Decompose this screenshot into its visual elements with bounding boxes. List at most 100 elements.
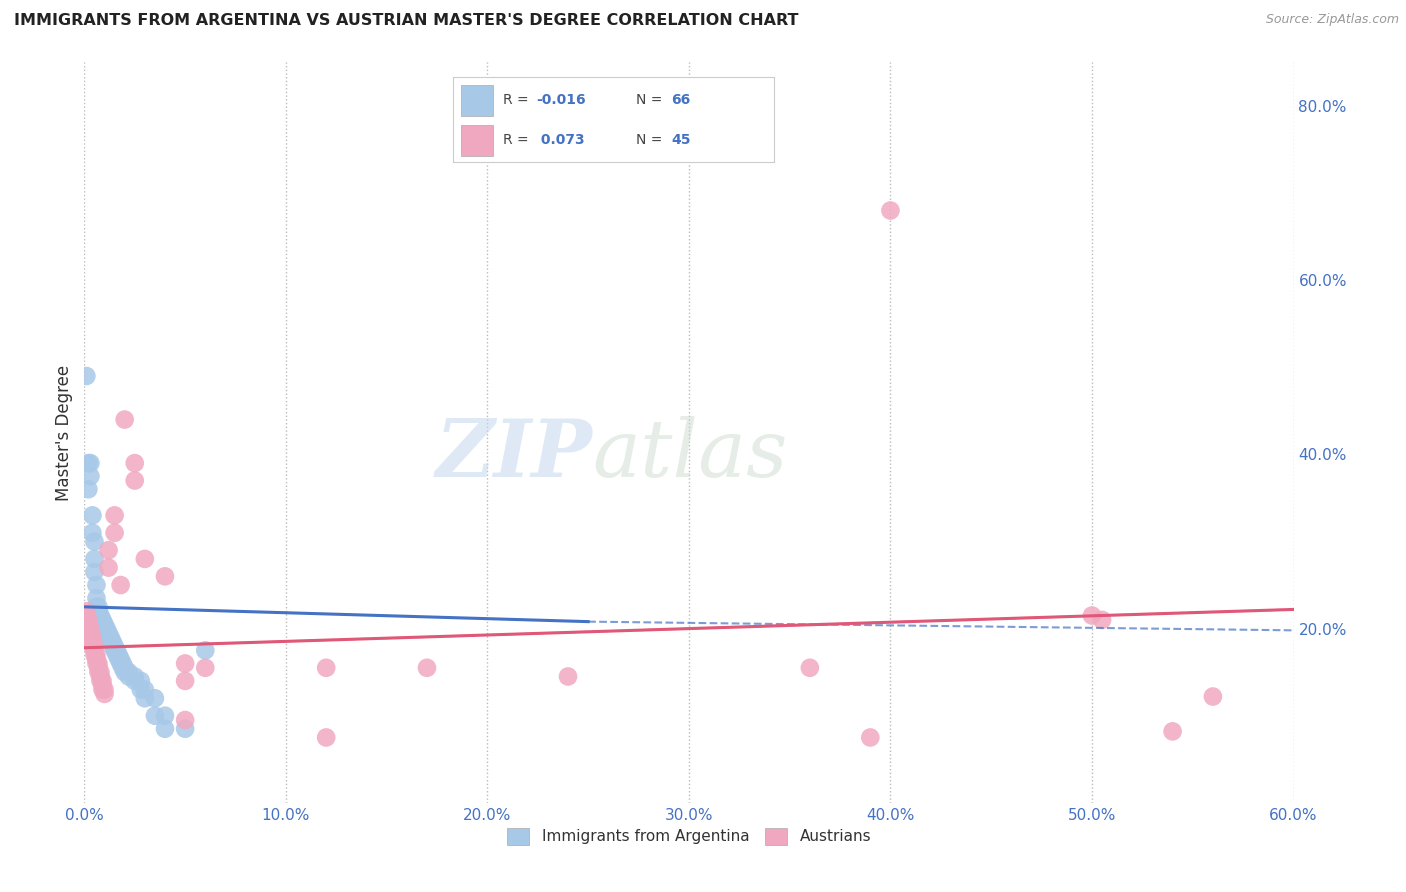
Point	[174, 713, 197, 727]
Point	[77, 617, 100, 632]
Point	[174, 657, 197, 671]
Point	[134, 552, 156, 566]
Point	[107, 648, 129, 662]
Point	[97, 543, 120, 558]
Point	[83, 648, 105, 662]
Point	[93, 617, 115, 632]
Point	[124, 673, 146, 688]
Point	[86, 591, 108, 606]
Point	[315, 661, 337, 675]
Point	[97, 630, 120, 644]
Point	[104, 639, 127, 653]
Point	[87, 657, 110, 671]
Point	[100, 630, 122, 644]
Point	[75, 608, 97, 623]
Point	[86, 599, 108, 614]
Point	[315, 731, 337, 745]
Point	[100, 634, 122, 648]
Point	[101, 634, 124, 648]
Point	[124, 669, 146, 683]
Point	[557, 669, 579, 683]
Point	[124, 456, 146, 470]
Point	[89, 665, 111, 680]
Point	[82, 630, 104, 644]
Legend: Immigrants from Argentina, Austrians: Immigrants from Argentina, Austrians	[501, 822, 877, 851]
Point	[134, 691, 156, 706]
Point	[97, 626, 120, 640]
Point	[83, 643, 105, 657]
Point	[87, 606, 110, 620]
Point	[104, 525, 127, 540]
Point	[174, 722, 197, 736]
Point	[416, 661, 439, 675]
Point	[111, 661, 134, 675]
Point	[96, 626, 118, 640]
Point	[91, 673, 114, 688]
Point	[153, 569, 176, 583]
Point	[82, 525, 104, 540]
Point	[101, 639, 124, 653]
Point	[110, 652, 132, 666]
Point	[91, 613, 114, 627]
Point	[83, 534, 105, 549]
Point	[97, 628, 120, 642]
Point	[91, 678, 114, 692]
Point	[124, 474, 146, 488]
Point	[129, 673, 152, 688]
Y-axis label: Master's Degree: Master's Degree	[55, 365, 73, 500]
Point	[89, 669, 111, 683]
Point	[93, 687, 115, 701]
Point	[89, 613, 111, 627]
Point	[89, 608, 111, 623]
Point	[101, 636, 124, 650]
Point	[859, 731, 882, 745]
Point	[114, 661, 136, 675]
Point	[91, 617, 114, 632]
Point	[86, 648, 108, 662]
Point	[194, 643, 217, 657]
Point	[79, 630, 101, 644]
Point	[194, 661, 217, 675]
Point	[86, 657, 108, 671]
Point	[104, 640, 127, 655]
Point	[77, 456, 100, 470]
Point	[174, 673, 197, 688]
Text: atlas: atlas	[592, 416, 787, 493]
Point	[104, 643, 127, 657]
Point	[105, 643, 128, 657]
Point	[79, 456, 101, 470]
Point	[82, 634, 104, 648]
Point	[129, 682, 152, 697]
Point	[82, 639, 104, 653]
Point	[86, 652, 108, 666]
Point	[107, 652, 129, 666]
Point	[91, 682, 114, 697]
Point	[87, 604, 110, 618]
Text: IMMIGRANTS FROM ARGENTINA VS AUSTRIAN MASTER'S DEGREE CORRELATION CHART: IMMIGRANTS FROM ARGENTINA VS AUSTRIAN MA…	[14, 13, 799, 29]
Point	[79, 469, 101, 483]
Point	[83, 639, 105, 653]
Point	[83, 565, 105, 579]
Point	[105, 645, 128, 659]
Point	[104, 508, 127, 523]
Text: ZIP: ZIP	[436, 416, 592, 493]
Point	[82, 508, 104, 523]
Point	[153, 708, 176, 723]
Point	[79, 622, 101, 636]
Point	[114, 412, 136, 426]
Point	[143, 708, 166, 723]
Point	[93, 682, 115, 697]
Point	[75, 604, 97, 618]
Point	[77, 613, 100, 627]
Point	[96, 624, 118, 638]
Point	[89, 673, 111, 688]
Text: Source: ZipAtlas.com: Source: ZipAtlas.com	[1265, 13, 1399, 27]
Point	[110, 657, 132, 671]
Point	[111, 657, 134, 671]
Point	[75, 369, 97, 384]
Point	[153, 722, 176, 736]
Point	[1081, 608, 1104, 623]
Point	[93, 619, 115, 633]
Point	[77, 622, 100, 636]
Point	[114, 665, 136, 680]
